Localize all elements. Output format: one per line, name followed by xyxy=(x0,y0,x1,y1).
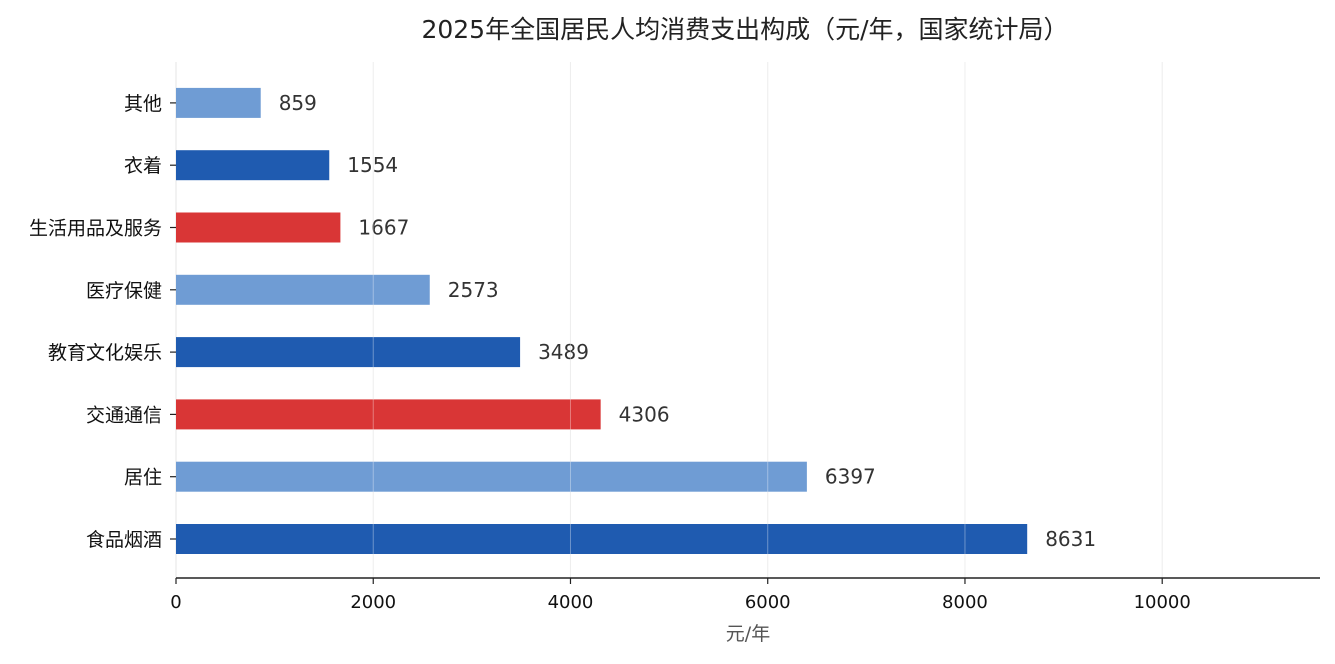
bar-0 xyxy=(176,524,1028,554)
bar-6 xyxy=(176,150,330,181)
data-label-6: 1554 xyxy=(347,153,398,177)
bar-4 xyxy=(176,274,430,305)
bar-3 xyxy=(176,337,521,368)
bar-1 xyxy=(176,461,807,492)
y-tick-label-4: 医疗保健 xyxy=(86,280,162,302)
bars: 8631 6397 4306 3489 2573 1667 1554 859 xyxy=(176,62,1163,578)
y-tick-label-1: 居住 xyxy=(124,467,162,489)
x-tick-label-3: 6000 xyxy=(745,592,791,613)
x-tick-label-5: 10000 xyxy=(1134,592,1191,613)
x-tick-label-2: 4000 xyxy=(548,592,594,613)
data-label-0: 8631 xyxy=(1045,527,1096,551)
y-tick-label-6: 衣着 xyxy=(124,155,162,177)
data-label-4: 2573 xyxy=(448,278,499,302)
axes: 食品烟酒 居住 交通通信 教育文化娱乐 医疗保健 生活用品及服务 衣着 其他 0 2000 4000… xyxy=(29,93,1320,613)
gridlines xyxy=(175,62,1163,578)
x-tick-label-0: 0 xyxy=(170,592,181,613)
y-tick-label-7: 其他 xyxy=(124,93,162,115)
data-label-5: 1667 xyxy=(358,216,409,240)
y-tick-label-3: 教育文化娱乐 xyxy=(48,342,162,364)
y-tick-label-5: 生活用品及服务 xyxy=(29,218,162,240)
data-label-2: 4306 xyxy=(619,402,670,426)
bar-5 xyxy=(176,212,341,243)
bar-2 xyxy=(176,399,601,430)
chart-title: 2025年全国居民人均消费支出构成（元/年，国家统计局） xyxy=(421,15,1068,44)
x-tick-label-1: 2000 xyxy=(350,592,396,613)
y-tick-label-0: 食品烟酒 xyxy=(86,529,162,551)
x-tick-label-4: 8000 xyxy=(942,592,988,613)
data-label-7: 859 xyxy=(279,91,317,115)
x-axis-label: 元/年 xyxy=(726,623,770,645)
bar-7 xyxy=(176,87,261,118)
y-tick-label-2: 交通通信 xyxy=(86,404,162,426)
data-label-3: 3489 xyxy=(538,340,589,364)
data-label-1: 6397 xyxy=(825,465,876,489)
